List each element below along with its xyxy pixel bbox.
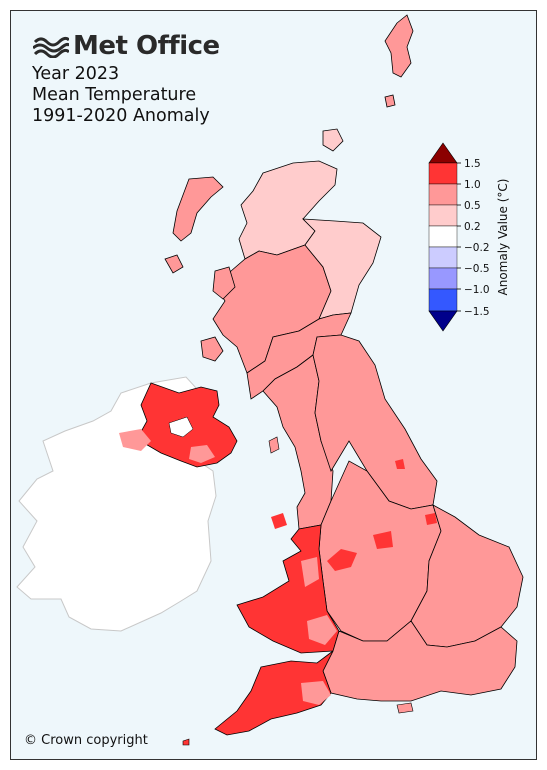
orkney bbox=[322, 128, 344, 152]
outer-hebrides bbox=[172, 176, 224, 242]
legend-bin bbox=[428, 162, 458, 185]
legend-bin bbox=[428, 204, 458, 227]
legend-extend-high bbox=[428, 142, 458, 164]
legend-tick-label: 0.2 bbox=[464, 221, 481, 233]
legend-ticks bbox=[457, 162, 461, 312]
legend-tick-label: 1.0 bbox=[464, 179, 481, 191]
copyright-notice: © Crown copyright bbox=[24, 733, 148, 748]
legend-tick-label: −0.5 bbox=[464, 263, 490, 275]
uk-anomaly-map: 1.5 1.0 0.5 0.2 −0.2 −0.5 −1.0 −1.5 Anom… bbox=[16, 14, 524, 746]
legend-bin bbox=[428, 267, 458, 290]
map-title-year: Year 2023 bbox=[32, 64, 120, 84]
legend-bin bbox=[428, 225, 458, 248]
south-west-england bbox=[214, 650, 334, 736]
legend-bin bbox=[428, 288, 458, 312]
legend-tick-label: 0.5 bbox=[464, 200, 481, 212]
legend-extend-low bbox=[428, 310, 458, 332]
map-frame: 1.5 1.0 0.5 0.2 −0.2 −0.5 −1.0 −1.5 Anom… bbox=[10, 10, 537, 760]
legend-axis-label: Anomaly Value (°C) bbox=[496, 179, 510, 296]
legend-bin bbox=[428, 246, 458, 269]
legend-bin bbox=[428, 183, 458, 206]
met-office-waves-icon bbox=[33, 36, 69, 58]
shetland bbox=[384, 14, 414, 78]
legend-tick-label: −1.0 bbox=[464, 284, 490, 296]
logo-text: Met Office bbox=[73, 31, 220, 61]
map-title-variable: Mean Temperature bbox=[32, 85, 197, 105]
legend-tick-label: 1.5 bbox=[464, 158, 481, 170]
map-title-baseline: 1991-2020 Anomaly bbox=[32, 106, 210, 126]
met-office-logo: Met Office bbox=[33, 31, 220, 61]
south-east-england bbox=[322, 620, 518, 702]
legend-colorbar: 1.5 1.0 0.5 0.2 −0.2 −0.5 −1.0 −1.5 Anom… bbox=[428, 142, 510, 332]
legend-tick-label: −1.5 bbox=[464, 306, 490, 318]
legend-tick-label: −0.2 bbox=[464, 242, 490, 254]
